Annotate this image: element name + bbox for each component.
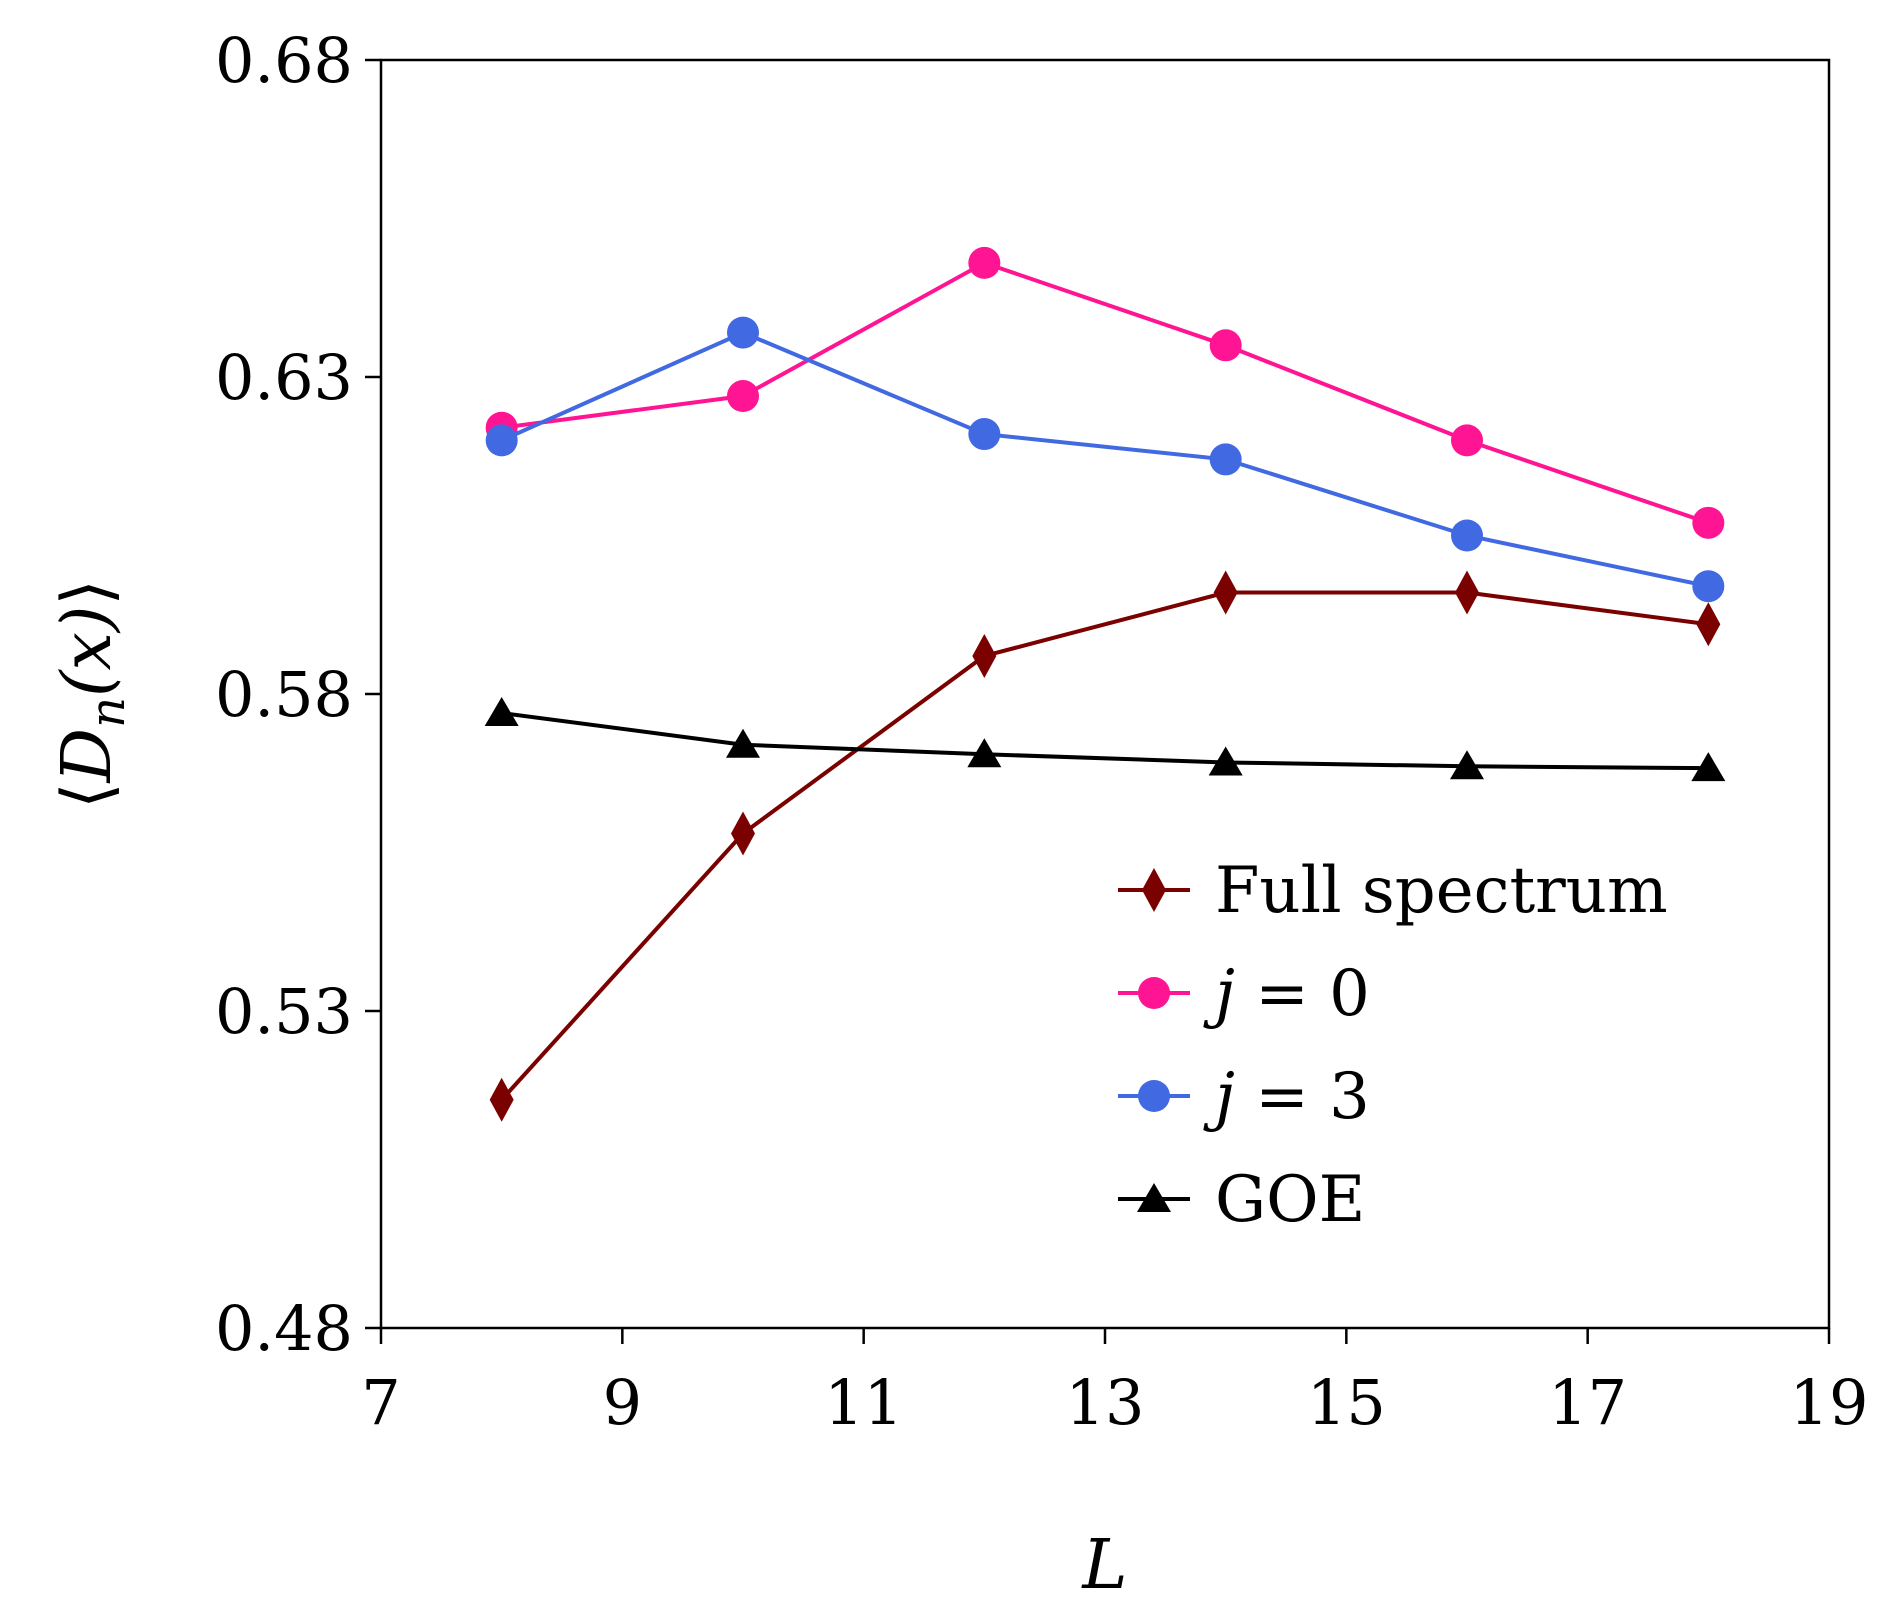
data-point-j-0 xyxy=(968,246,1001,279)
series-goe xyxy=(484,697,1726,782)
y-axis-label-sub: n xyxy=(80,697,136,728)
plot-frame xyxy=(379,58,1831,1330)
y-axis-label-arg: (x) xyxy=(48,606,127,697)
data-point-j-0 xyxy=(1692,506,1725,539)
legend-label: GOE xyxy=(1215,1163,1365,1237)
legend-label: Full spectrum xyxy=(1215,854,1668,928)
y-tick-label: 0.48 xyxy=(215,1292,353,1365)
tick-group: 7 9 11 13 15 17 19 0.48 0.53 0.58 0.63 0.68 xyxy=(215,24,1869,1439)
y-axis-label-open: ⟨ xyxy=(48,782,127,809)
legend-item-j-0: j = 0 xyxy=(1118,957,1370,1031)
data-point-full-spectrum xyxy=(1213,570,1238,615)
series-line-goe xyxy=(501,711,1709,771)
legend-label-part: Full spectrum xyxy=(1215,854,1668,928)
y-tick-label: 0.68 xyxy=(215,24,353,97)
series-line-j-3 xyxy=(500,330,1709,589)
data-point-goe xyxy=(967,738,1002,768)
legend-label: j = 3 xyxy=(1203,1060,1370,1134)
y-axis-label-close: ⟩ xyxy=(48,579,127,606)
legend-marker xyxy=(1138,1080,1170,1112)
data-point-full-spectrum xyxy=(1696,602,1721,647)
x-tick-label: 11 xyxy=(824,1366,903,1439)
data-point-full-spectrum xyxy=(731,811,755,856)
data-point-j-0 xyxy=(727,380,759,413)
x-axis-label: L xyxy=(1080,1526,1127,1605)
legend-item-j-3: j = 3 xyxy=(1118,1060,1370,1134)
data-point-goe xyxy=(1691,752,1726,782)
data-point-j-3 xyxy=(1451,519,1483,552)
series-line-j-0 xyxy=(501,260,1709,525)
series-full-spectrum xyxy=(489,570,1721,1122)
legend-item-goe: GOE xyxy=(1118,1163,1365,1237)
legend-marker xyxy=(1137,1183,1171,1212)
data-point-goe xyxy=(1450,750,1484,780)
data-point-j-0 xyxy=(1451,424,1483,457)
x-tick-label: 13 xyxy=(1066,1366,1145,1439)
x-tick-label: 7 xyxy=(361,1366,400,1439)
data-point-full-spectrum xyxy=(489,1077,514,1122)
data-point-full-spectrum xyxy=(972,633,997,678)
data-point-goe xyxy=(1208,746,1243,776)
data-point-j-3 xyxy=(485,424,518,457)
y-axis-label: ⟨Dn(x)⟩ xyxy=(48,579,136,809)
series-line-full-spectrum xyxy=(500,590,1709,1102)
data-point-goe xyxy=(484,697,519,727)
svg-text:⟨Dn(x)⟩: ⟨Dn(x)⟩ xyxy=(48,579,136,809)
legend-label-part: j xyxy=(1203,1060,1235,1134)
x-tick-label: 15 xyxy=(1307,1366,1386,1439)
x-tick-label: 17 xyxy=(1548,1366,1627,1439)
legend-label-part: = 0 xyxy=(1235,957,1370,1031)
series-j-3 xyxy=(485,316,1725,603)
legend-item-full-spectrum: Full spectrum xyxy=(1118,854,1668,928)
legend-label: j = 0 xyxy=(1203,957,1370,1031)
legend-marker xyxy=(1142,868,1166,912)
data-point-full-spectrum xyxy=(1455,570,1479,615)
x-tick-label: 19 xyxy=(1790,1366,1869,1439)
legend-label-part: = 3 xyxy=(1235,1060,1370,1134)
series-group xyxy=(484,246,1726,1122)
data-point-j-3 xyxy=(1209,443,1242,476)
y-tick-label: 0.53 xyxy=(215,975,353,1048)
x-tick-label: 9 xyxy=(603,1366,642,1439)
data-point-j-3 xyxy=(727,316,759,349)
legend-label-part: GOE xyxy=(1215,1163,1365,1237)
y-axis-label-main: D xyxy=(48,728,127,785)
data-point-goe xyxy=(726,728,760,758)
legend-label-part: j xyxy=(1203,957,1235,1031)
data-point-j-3 xyxy=(968,418,1001,451)
legend-marker xyxy=(1138,977,1170,1009)
data-point-j-3 xyxy=(1692,570,1725,603)
data-point-j-0 xyxy=(1209,329,1242,362)
series-j-0 xyxy=(485,246,1725,539)
y-tick-label: 0.63 xyxy=(215,341,353,414)
y-tick-label: 0.58 xyxy=(215,658,353,731)
